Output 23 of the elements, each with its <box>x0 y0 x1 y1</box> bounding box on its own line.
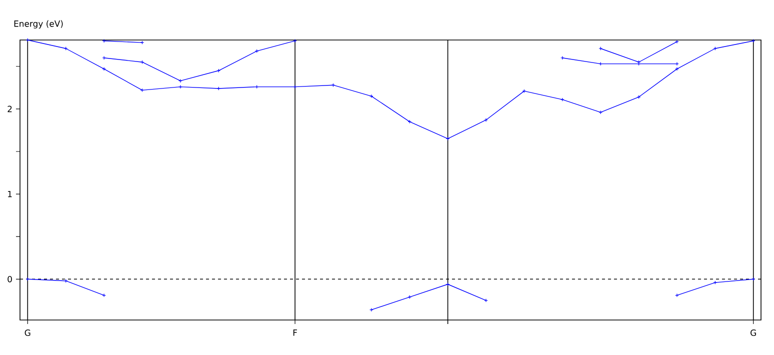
point <box>64 46 68 50</box>
point <box>675 293 679 298</box>
x-tick-label: G <box>24 330 30 336</box>
point <box>484 298 488 302</box>
x-tick-label: F <box>293 330 297 336</box>
point <box>102 293 106 298</box>
x-tick-label: G <box>750 330 756 336</box>
y-tick-label: 0 <box>8 276 12 282</box>
point <box>636 95 641 99</box>
point <box>484 118 488 122</box>
point <box>675 67 679 71</box>
point <box>713 46 718 50</box>
point <box>293 84 297 89</box>
point <box>560 98 564 102</box>
point <box>408 295 412 299</box>
y-axis-title: Energy (eV) <box>14 20 63 28</box>
y-tick-label: 2 <box>8 106 12 112</box>
point <box>713 280 718 284</box>
point <box>102 67 106 71</box>
y-tick-label: 1 <box>8 190 12 198</box>
point <box>216 86 221 90</box>
point <box>254 49 259 53</box>
point <box>522 89 526 93</box>
